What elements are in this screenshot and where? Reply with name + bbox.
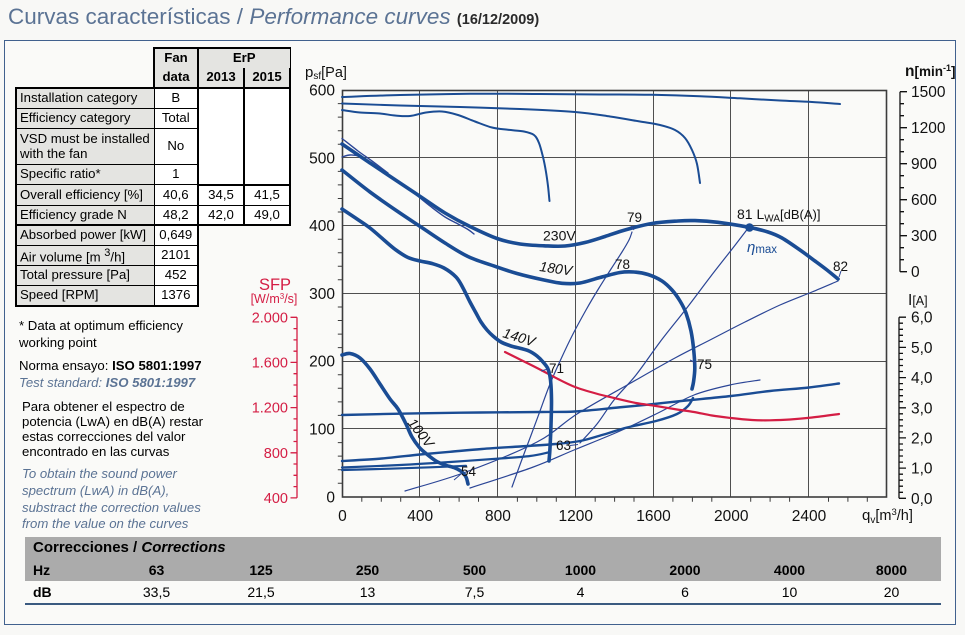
svg-text:75: 75	[697, 357, 712, 372]
svg-text:1,0: 1,0	[911, 461, 933, 478]
svg-text:500: 500	[309, 150, 335, 167]
svg-text:900: 900	[911, 156, 937, 173]
svg-text:1200: 1200	[558, 508, 593, 525]
svg-text:0: 0	[338, 508, 347, 525]
svg-text:3,0: 3,0	[911, 400, 933, 417]
svg-text:71: 71	[549, 361, 564, 376]
svg-text:63: 63	[556, 438, 571, 453]
svg-text:I[A]: I[A]	[908, 292, 928, 309]
svg-text:1200: 1200	[911, 120, 946, 137]
svg-text:1.200: 1.200	[252, 401, 288, 417]
svg-text:400: 400	[309, 218, 335, 235]
svg-text:5,0: 5,0	[911, 340, 933, 357]
svg-text:n[min-1]: n[min-1]	[905, 63, 955, 80]
svg-text:0,0: 0,0	[911, 491, 933, 508]
svg-text:81 LWA[dB(A)]: 81 LWA[dB(A)]	[737, 206, 820, 225]
svg-text:ηmax: ηmax	[747, 239, 777, 256]
svg-text:230V: 230V	[543, 228, 576, 244]
svg-text:200: 200	[309, 354, 335, 371]
svg-text:2000: 2000	[714, 508, 749, 525]
svg-text:SFP: SFP	[259, 276, 291, 294]
svg-text:1500: 1500	[911, 84, 946, 101]
svg-text:800: 800	[485, 508, 511, 525]
svg-text:0: 0	[326, 489, 335, 506]
svg-text:180V: 180V	[539, 258, 575, 279]
svg-text:600: 600	[309, 83, 335, 100]
svg-text:54: 54	[461, 464, 477, 479]
svg-text:300: 300	[911, 228, 937, 245]
svg-text:1.600: 1.600	[252, 355, 288, 371]
svg-text:2400: 2400	[792, 508, 827, 525]
svg-text:1600: 1600	[636, 508, 671, 525]
svg-text:qv[m3/h]: qv[m3/h]	[862, 507, 913, 526]
svg-text:300: 300	[309, 286, 335, 303]
svg-text:[W/m3/s]: [W/m3/s]	[251, 292, 298, 306]
svg-text:100: 100	[309, 422, 335, 439]
svg-text:82: 82	[833, 259, 848, 274]
svg-text:79: 79	[627, 210, 642, 225]
svg-text:800: 800	[264, 446, 288, 462]
svg-text:0: 0	[911, 264, 920, 281]
svg-text:2.000: 2.000	[252, 310, 288, 326]
svg-text:2,0: 2,0	[911, 430, 933, 447]
svg-text:600: 600	[911, 192, 937, 209]
svg-text:400: 400	[407, 508, 433, 525]
svg-text:78: 78	[615, 257, 630, 272]
svg-text:400: 400	[264, 491, 288, 507]
svg-text:4,0: 4,0	[911, 370, 933, 387]
svg-text:psf[Pa]: psf[Pa]	[305, 64, 347, 82]
svg-text:6,0: 6,0	[911, 310, 933, 327]
